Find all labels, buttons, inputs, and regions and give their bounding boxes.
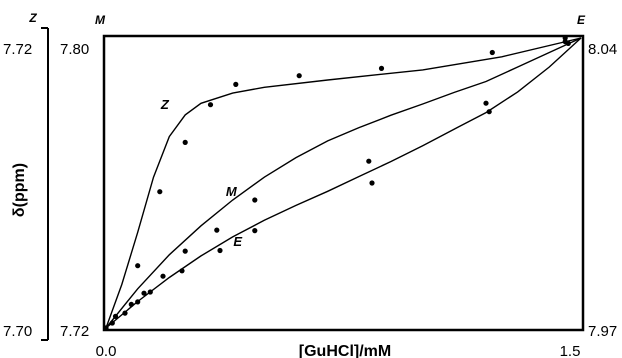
x-axis-title: [GuHCl]/mM	[299, 343, 391, 358]
z-fit-line	[105, 37, 582, 329]
z-data-point-2	[157, 189, 163, 195]
z-data-point-6	[296, 73, 302, 79]
x-tick-1: 1.5	[560, 343, 581, 358]
e-curve-label: E	[233, 234, 242, 249]
m-data-point-6	[214, 227, 220, 233]
e-tick-bottom: 7.97	[588, 323, 617, 340]
m-data-point-9	[483, 100, 489, 106]
z-data-point-4	[207, 102, 214, 108]
e-data-point-3	[147, 289, 153, 295]
e-data-point-5	[217, 247, 223, 254]
z-data-point-7	[378, 65, 385, 71]
e-data-point-0	[109, 320, 115, 326]
e-data-point-8	[486, 109, 492, 115]
e-data-point-9	[565, 40, 571, 47]
e-data-point-7	[369, 180, 375, 186]
e-data-point-2	[135, 299, 141, 305]
z-tick-bottom: 7.70	[3, 323, 32, 340]
e-data-point-1	[122, 310, 128, 316]
m-data-point-5	[182, 248, 188, 254]
m-fit-line	[105, 37, 582, 329]
m-data-point-1	[112, 313, 119, 319]
z-axis-tag: Z	[28, 11, 37, 25]
e-axis-tag: E	[577, 13, 586, 27]
e-tick-top: 8.04	[588, 41, 617, 58]
m-curve-label: M	[226, 184, 238, 199]
z-tick-top: 7.72	[3, 41, 32, 58]
y-axis-title: δ(ppm)	[11, 163, 28, 217]
z-data-point-1	[135, 263, 141, 269]
m-tick-bottom: 7.72	[60, 323, 89, 340]
z-data-point-3	[182, 139, 188, 145]
e-data-point-6	[252, 228, 258, 234]
m-data-point-7	[252, 197, 258, 203]
m-data-point-8	[366, 158, 372, 164]
e-data-point-4	[179, 268, 185, 274]
z-data-point-8	[489, 49, 495, 56]
m-data-point-4	[160, 273, 166, 279]
x-tick-0: 0.0	[96, 343, 117, 358]
z-data-point-9	[562, 35, 568, 41]
m-axis-tag: M	[95, 13, 106, 27]
far-left-axis	[41, 27, 49, 341]
m-data-point-3	[141, 290, 147, 296]
plot-area: Z M E	[103, 35, 582, 331]
z-curve-label: Z	[160, 97, 170, 112]
plot-frame	[102, 34, 585, 332]
m-tick-top: 7.80	[60, 41, 89, 58]
e-fit-line	[105, 37, 582, 329]
z-data-point-5	[233, 81, 239, 87]
